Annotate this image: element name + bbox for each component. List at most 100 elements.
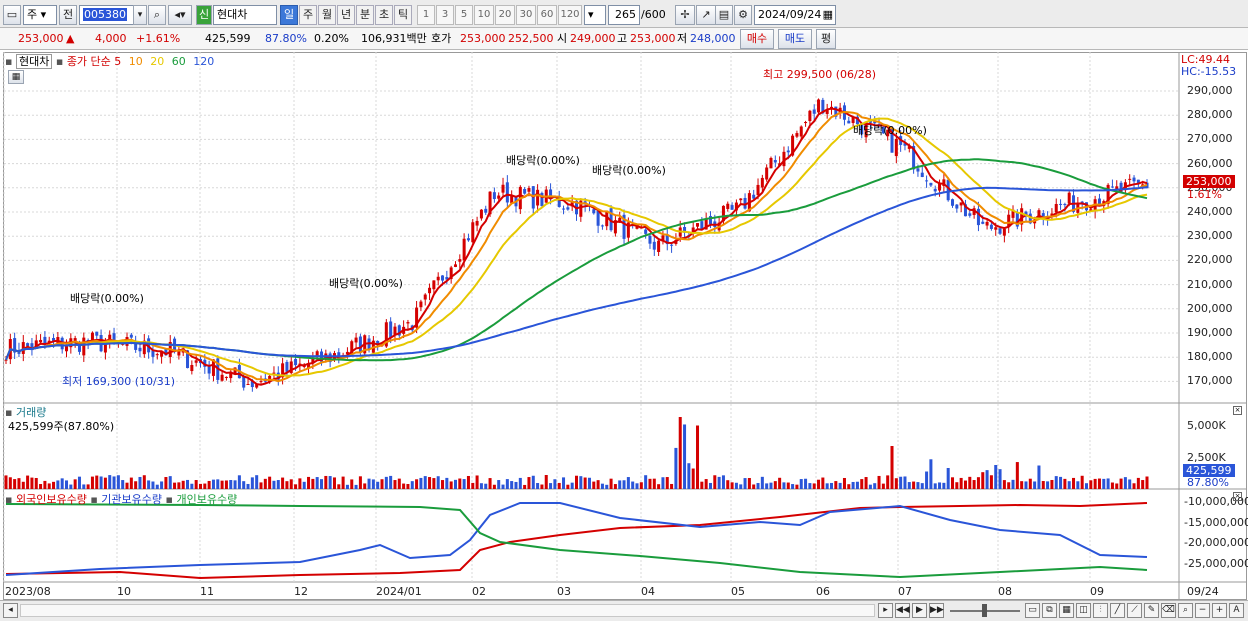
tab-yearly[interactable]: 년 — [337, 5, 355, 25]
candle-body — [855, 116, 859, 125]
volume-bar — [112, 476, 116, 489]
candle-body — [65, 345, 69, 352]
volume-bar — [1028, 478, 1032, 489]
stock-code-input[interactable]: 005380 — [79, 5, 145, 25]
volume-bar — [829, 482, 834, 489]
interval-10[interactable]: 10 — [474, 5, 494, 25]
layout-icon[interactable]: ▭ — [3, 5, 21, 25]
buy-button[interactable]: 매수 — [740, 29, 774, 49]
prev-page-icon[interactable]: ▶ — [912, 603, 927, 618]
candle-body — [233, 367, 237, 375]
volume-bar — [938, 482, 942, 489]
tab-daily[interactable]: 일 — [280, 5, 298, 25]
tab-monthly[interactable]: 월 — [318, 5, 336, 25]
volume-bar — [670, 483, 674, 489]
pencil-icon[interactable]: ✎ — [1144, 603, 1159, 618]
volume-bar — [985, 470, 989, 489]
interval-1[interactable]: 1 — [417, 5, 435, 25]
gear-small-icon[interactable]: ▪ — [5, 55, 13, 68]
volume-bar — [536, 483, 540, 489]
tab-tick[interactable]: 틱 — [394, 5, 412, 25]
crosshair-icon[interactable]: ✢ — [675, 5, 695, 25]
cascade-icon[interactable]: ⧉ — [1042, 603, 1057, 618]
volume-bar — [791, 484, 795, 489]
scroll-left-icon[interactable]: ◂ — [3, 603, 18, 618]
table-icon[interactable]: ▦ — [8, 70, 24, 84]
tab-second[interactable]: 초 — [375, 5, 393, 25]
interval-3[interactable]: 3 — [436, 5, 454, 25]
candle-body — [925, 180, 929, 182]
split-icon[interactable]: ◫ — [1076, 603, 1091, 618]
stock-name-field[interactable]: 현대차 — [213, 5, 277, 25]
volume-bar — [631, 481, 635, 489]
volume-bar — [596, 480, 600, 489]
interval-120[interactable]: 120 — [558, 5, 582, 25]
horizontal-scrollbar[interactable] — [20, 604, 875, 617]
gear-icon[interactable]: ⚙ — [734, 5, 752, 25]
volume-bar — [1020, 481, 1024, 489]
draw-icon[interactable]: ⟋ — [1127, 603, 1142, 618]
volume-bar — [1115, 483, 1119, 489]
zoom-icon[interactable]: ⌕ — [1178, 603, 1193, 618]
tab-minute[interactable]: 분 — [356, 5, 374, 25]
interval-30[interactable]: 30 — [516, 5, 536, 25]
date-value: 2024/09/24 — [758, 8, 822, 21]
close-holdings-panel-icon[interactable]: × — [1233, 492, 1242, 501]
window-icon[interactable]: ▭ — [1025, 603, 1040, 618]
candle-icon[interactable]: ⫶ — [1093, 603, 1108, 618]
bid-price: 252,500 — [508, 32, 554, 45]
zoom-out-icon[interactable]: − — [1195, 603, 1210, 618]
candle-body — [82, 337, 86, 356]
volume-bar — [453, 479, 457, 489]
font-size-icon[interactable]: A — [1229, 603, 1244, 618]
close-volume-panel-icon[interactable]: × — [1233, 406, 1242, 415]
candle-body — [994, 227, 998, 230]
code-dropdown-icon[interactable]: ▾ — [133, 5, 147, 25]
volume-bar — [942, 482, 946, 489]
interval-5[interactable]: 5 — [455, 5, 473, 25]
tab-weekly[interactable]: 주 — [299, 5, 317, 25]
candle-body — [989, 224, 993, 229]
candle-body — [951, 199, 955, 206]
interval-dropdown-icon[interactable]: ▾ — [584, 5, 606, 25]
volume-bar — [345, 484, 349, 489]
market-select[interactable]: 주 ▾ — [23, 5, 57, 25]
candle-body — [220, 374, 224, 381]
line-icon[interactable]: ╱ — [1110, 603, 1125, 618]
price-ytick: 230,000 — [1187, 229, 1233, 243]
candle-body — [592, 209, 596, 214]
volume-bar — [363, 483, 367, 489]
volume-bar — [639, 482, 643, 489]
save-icon[interactable]: ▤ — [715, 5, 733, 25]
scroll-right-icon[interactable]: ▸ — [878, 603, 893, 618]
count-input[interactable]: 265 — [608, 5, 640, 25]
eval-button[interactable]: 평 — [816, 29, 836, 49]
date-input[interactable]: 2024/09/24 ▦ — [754, 5, 836, 25]
holdings-legend: ▪ 외국인보유수량 ▪ 기관보유수량 ▪ 개인보유수량 — [5, 493, 238, 506]
next-page-icon[interactable]: ▶▶ — [929, 603, 944, 618]
ma10-line — [5, 110, 1148, 383]
candle-body — [704, 219, 708, 230]
sell-button[interactable]: 매도 — [778, 29, 812, 49]
speaker-icon[interactable]: ◂▾ — [168, 5, 192, 25]
volume-bar — [367, 478, 371, 489]
volume-bar — [350, 479, 354, 489]
prev-button[interactable]: 전 — [59, 5, 77, 25]
search-icon[interactable]: ⌕ — [148, 5, 166, 25]
volume-bar — [981, 472, 985, 489]
eraser-icon[interactable]: ⌫ — [1161, 603, 1176, 618]
volume-bar — [462, 479, 466, 489]
interval-20[interactable]: 20 — [495, 5, 515, 25]
first-page-icon[interactable]: ◀◀ — [895, 603, 910, 618]
zoom-slider-handle[interactable] — [982, 604, 987, 617]
candle-body — [613, 220, 617, 234]
price-ytick: 270,000 — [1187, 132, 1233, 146]
calendar-icon[interactable]: ▦ — [822, 8, 833, 21]
ma-label: 종가 단순 — [66, 55, 111, 68]
candle-body — [752, 194, 756, 199]
interval-60[interactable]: 60 — [537, 5, 557, 25]
zoom-in-icon[interactable]: + — [1212, 603, 1227, 618]
grid-icon[interactable]: ▦ — [1059, 603, 1074, 618]
volume-bar — [1097, 478, 1101, 489]
